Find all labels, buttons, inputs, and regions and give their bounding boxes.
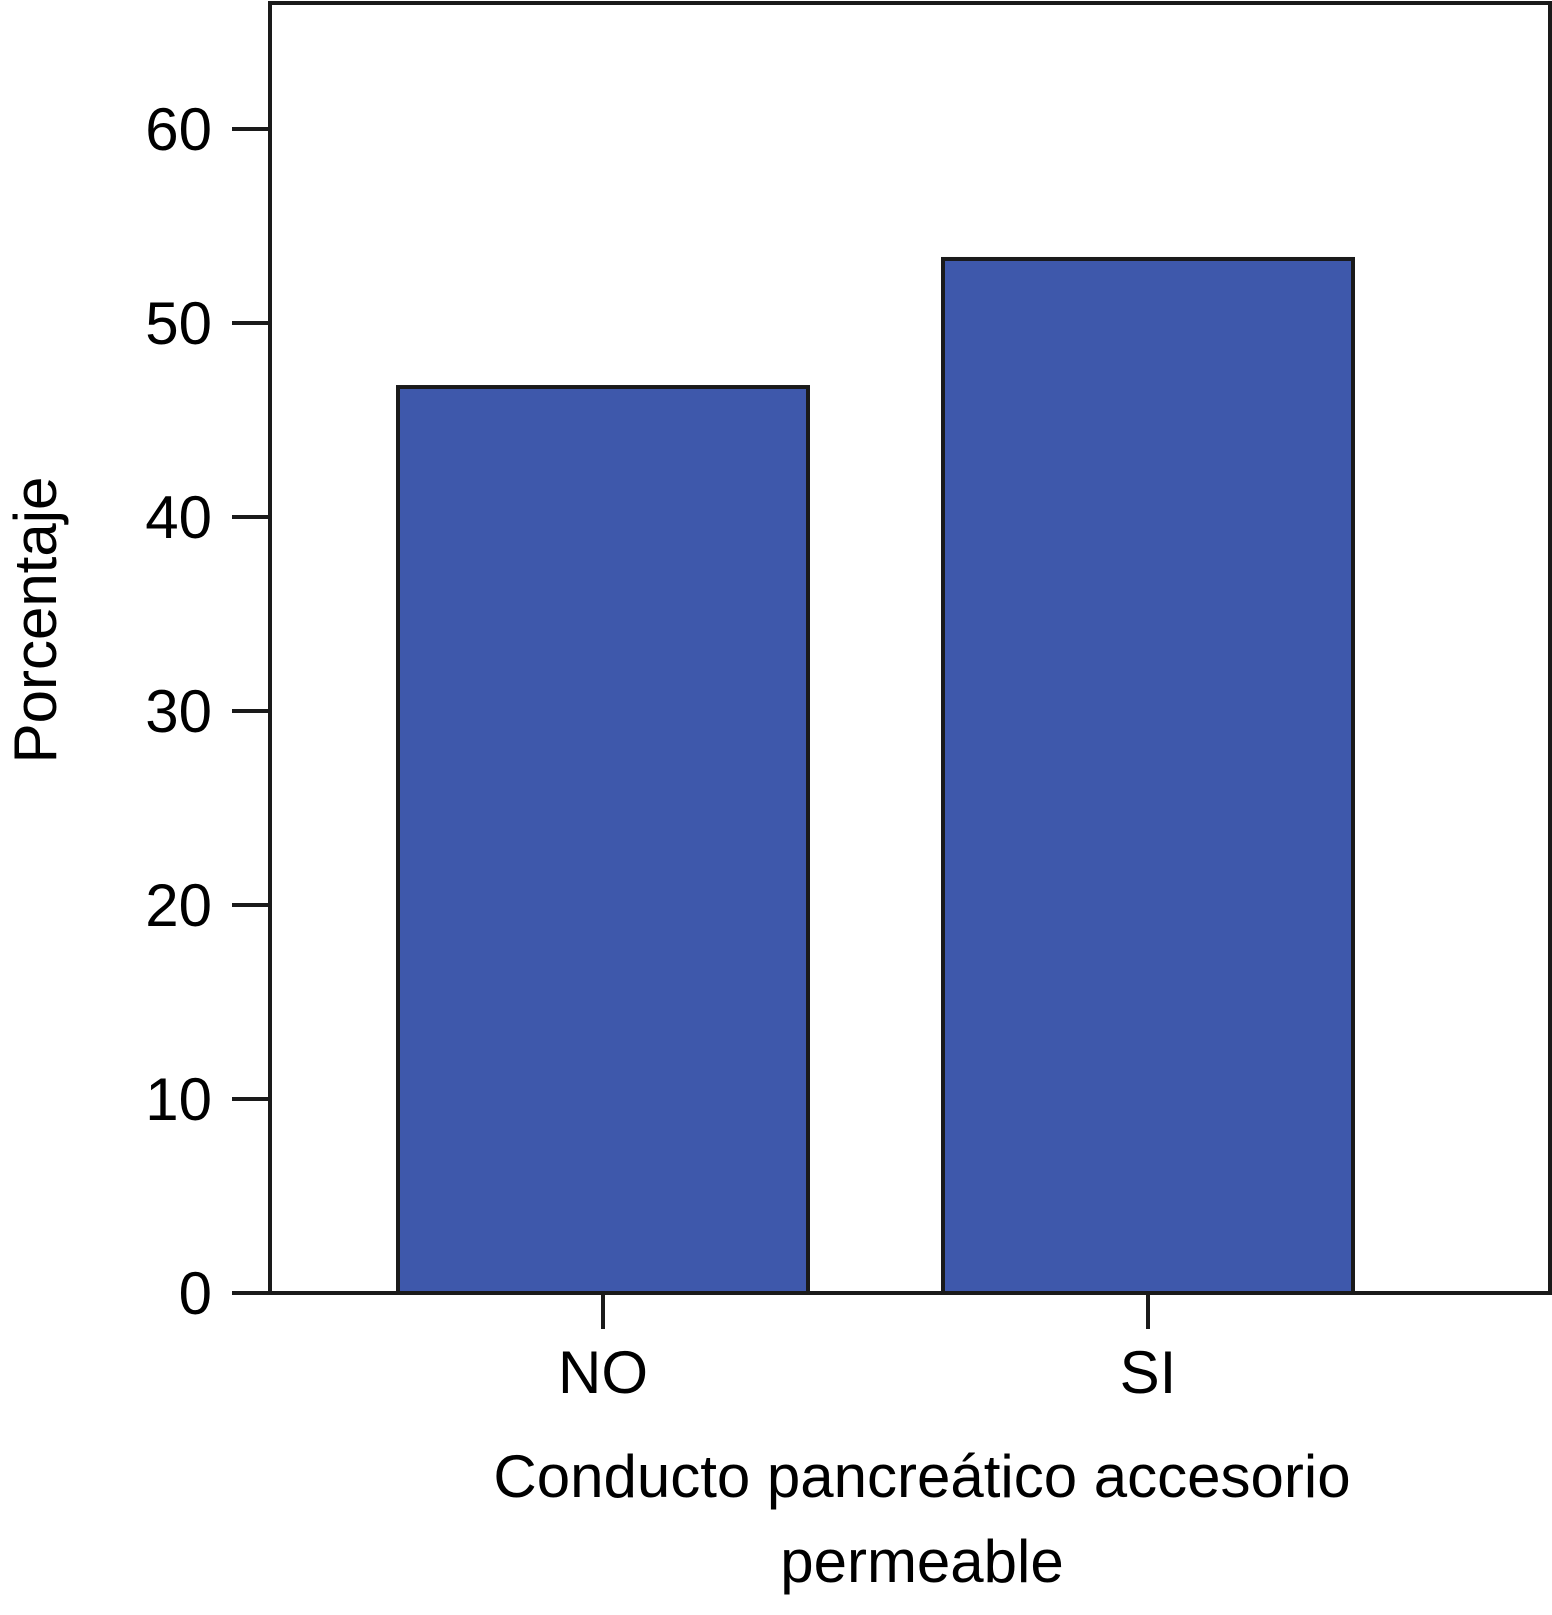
x-axis: NO SI [558,1295,1176,1406]
bars [396,256,1355,1296]
y-tick-label: 0 [179,1260,212,1327]
y-axis: 0 10 20 30 40 50 60 [145,96,270,1327]
x-tick-label-no: NO [558,1339,648,1406]
bar-si [941,256,1355,1296]
x-tick-label-si: SI [1120,1339,1177,1406]
y-tick-label: 40 [145,484,212,551]
x-axis-title-line-2: permeable [780,1528,1064,1595]
y-tick-label: 30 [145,678,212,745]
y-axis-title: Porcentaje [2,477,69,764]
y-tick-label: 50 [145,290,212,357]
x-axis-title-line-1: Conducto pancreático accesorio [493,1443,1350,1510]
y-tick-label: 20 [145,872,212,939]
y-tick-label: 60 [145,96,212,163]
bar-no [396,385,810,1295]
y-tick-label: 10 [145,1066,212,1133]
